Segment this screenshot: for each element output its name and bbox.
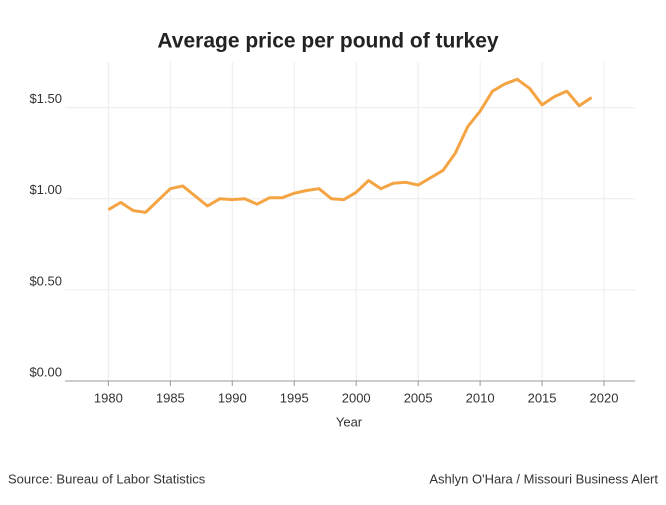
y-tick-label: $0.50 — [29, 273, 62, 288]
chart-title: Average price per pound of turkey — [157, 30, 498, 53]
x-tick-label: 1995 — [280, 390, 309, 405]
x-tick-label: 2005 — [404, 390, 433, 405]
x-tick-label: 2015 — [528, 390, 557, 405]
x-tick-label: 2000 — [342, 390, 371, 405]
x-axis-label: Year — [336, 414, 363, 429]
line — [107, 77, 593, 214]
x-tick-label: 1990 — [218, 390, 247, 405]
y-tick-label: $1.50 — [29, 91, 62, 106]
credit: Ashlyn O'Hara / Missouri Business Alert — [429, 471, 658, 486]
x-tick-label: 1985 — [156, 390, 185, 405]
x-tick-label: 2010 — [466, 390, 495, 405]
x-tick-label: 1980 — [94, 390, 123, 405]
x-tick-label: 2020 — [590, 390, 619, 405]
source: Source: Bureau of Labor Statistics — [8, 471, 206, 486]
y-tick-label: $0.00 — [29, 364, 62, 379]
y-tick-label: $1.00 — [29, 182, 62, 197]
